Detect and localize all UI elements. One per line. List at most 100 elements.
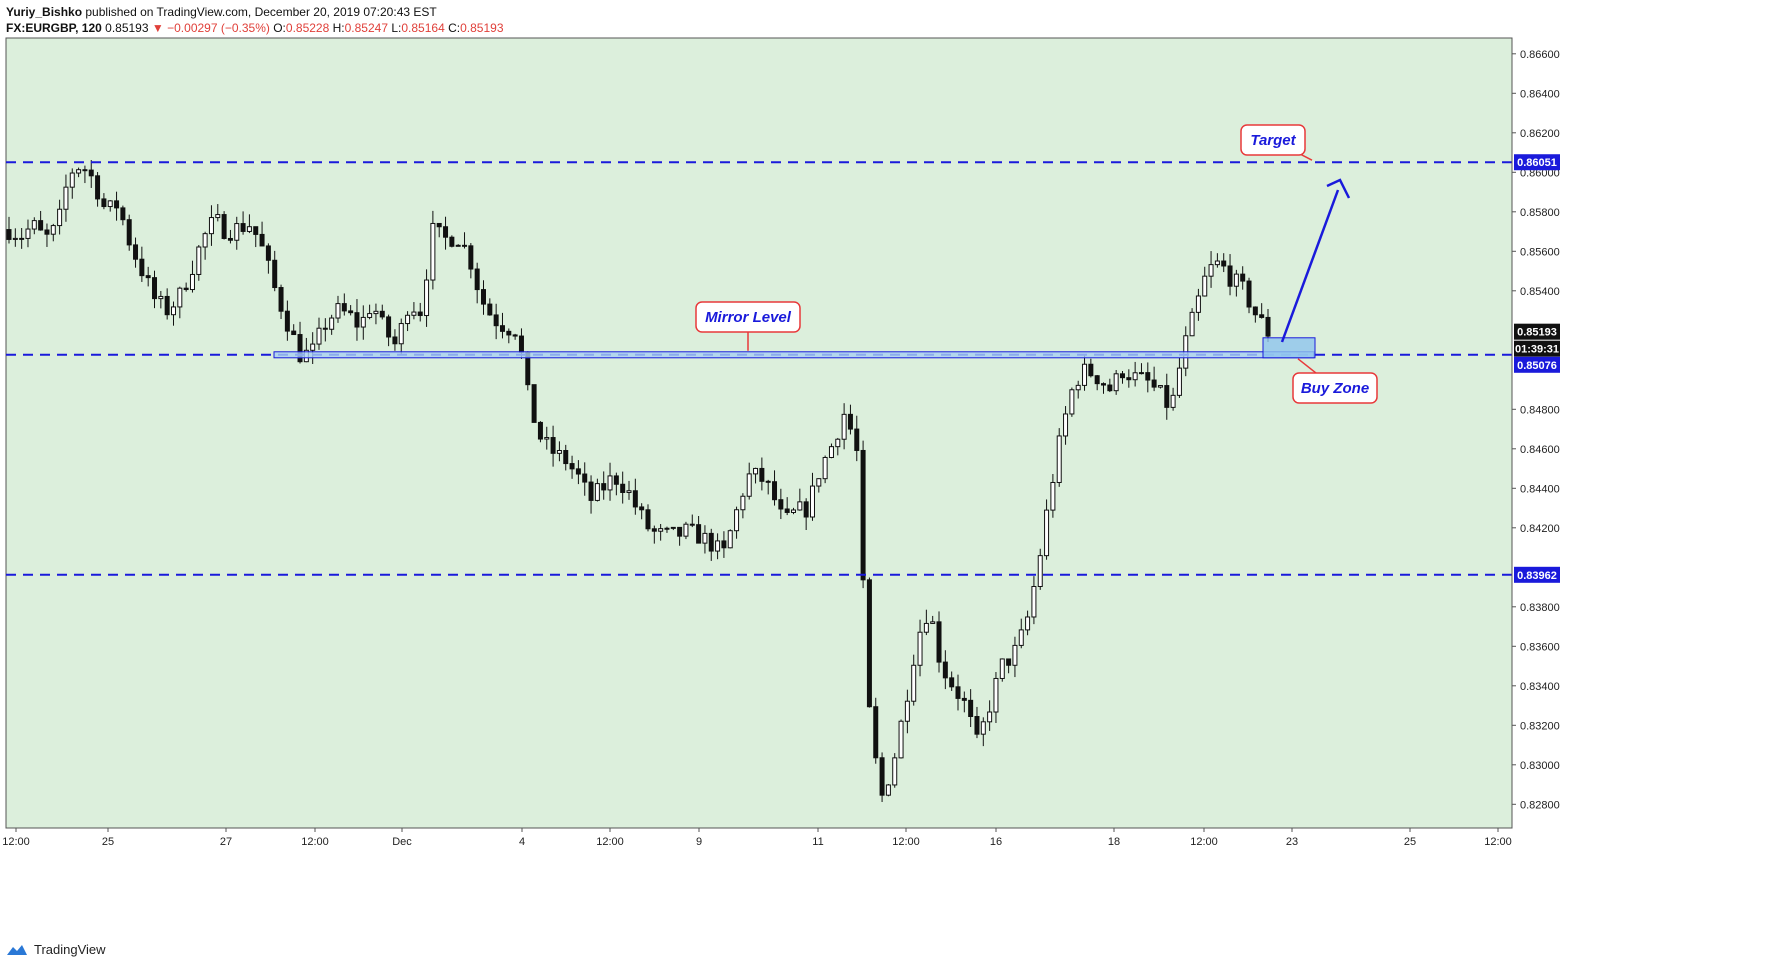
candle-body: [670, 526, 676, 529]
candle-body: [1252, 306, 1258, 316]
price-tick-label: 0.84600: [1520, 444, 1560, 456]
candle-body: [1107, 384, 1113, 392]
candle-body: [221, 214, 227, 239]
candle-body: [873, 706, 879, 759]
candle-body: [145, 275, 151, 279]
mirror-level-callout[interactable]: Mirror Level: [695, 301, 801, 351]
candle-body: [259, 233, 265, 247]
candle-body: [721, 540, 727, 549]
candle-body: [999, 658, 1005, 679]
candle-body: [822, 456, 828, 480]
author-name[interactable]: Yuriy_Bishko: [6, 5, 83, 19]
candle-body: [57, 208, 63, 227]
candle-body: [917, 631, 923, 666]
candle-body: [518, 335, 524, 353]
candle-body: [430, 222, 436, 281]
price-tick-label: 0.84400: [1520, 483, 1560, 495]
candle-body: [354, 312, 360, 328]
candle-body: [449, 236, 455, 247]
candle-body: [1101, 383, 1107, 386]
candle-body: [392, 336, 398, 345]
candle-body: [974, 716, 980, 735]
time-axis[interactable]: 12:00 25 27 12:00 Dec 4 12:00 9 11 12:00 16 18 12:00…: [2, 827, 1512, 848]
candle-body: [398, 323, 404, 345]
plot-area[interactable]: [5, 37, 1513, 829]
candle-body: [537, 421, 543, 440]
candle-body: [360, 316, 366, 328]
candle-body: [107, 200, 113, 208]
candle-body: [772, 481, 778, 501]
price-tick-label: 0.86000: [1520, 167, 1560, 179]
candle-body: [291, 330, 297, 336]
candle-body: [455, 244, 461, 247]
open-value: 0.85228: [285, 21, 330, 35]
candle-body: [215, 214, 221, 219]
candle-body: [31, 220, 37, 230]
price-label[interactable]: 01:39:31: [1514, 340, 1560, 357]
symbol-label[interactable]: FX:EURGBP, 120: [6, 21, 102, 35]
price-label[interactable]: 0.85193: [1514, 323, 1560, 340]
candle-body: [1088, 363, 1094, 377]
candle-body: [1094, 375, 1100, 385]
buy-zone-callout[interactable]: Buy Zone: [1292, 358, 1378, 404]
price-label[interactable]: 0.86051: [1514, 154, 1560, 171]
candle-body: [1164, 385, 1170, 408]
candle-body: [1246, 280, 1252, 308]
candle-body: [1063, 413, 1069, 437]
last-price: 0.85193: [105, 21, 149, 35]
brand-name[interactable]: TradingView: [34, 942, 106, 957]
low-value: 0.85164: [401, 21, 445, 35]
candle-body: [506, 330, 512, 336]
candle-body: [114, 200, 120, 209]
callout-box: [1240, 124, 1306, 156]
candle-body: [904, 700, 910, 722]
mirror-level-zone[interactable]: [273, 351, 1315, 359]
candle-body: [152, 277, 158, 300]
price-tick-label: 0.83600: [1520, 641, 1560, 653]
candle-body: [961, 697, 967, 701]
candle-body: [95, 175, 101, 200]
price-tick-label: 0.83400: [1520, 681, 1560, 693]
price-label-text: 0.85076: [1517, 360, 1557, 372]
candle-body: [512, 334, 518, 337]
candle-body: [443, 226, 449, 238]
time-tick-label: 23: [1286, 836, 1298, 848]
price-tick-label: 0.83000: [1520, 760, 1560, 772]
time-tick-label: 12:00: [892, 836, 920, 848]
time-tick-label: Dec: [392, 836, 412, 848]
buy-zone-box[interactable]: [1262, 337, 1316, 359]
candle-body: [329, 317, 335, 330]
candle-body: [620, 483, 626, 493]
candle-body: [594, 483, 600, 501]
candle-body: [1113, 373, 1119, 392]
candle-body: [487, 303, 493, 316]
candle-body: [69, 172, 75, 188]
candle-body: [246, 226, 252, 232]
price-axis[interactable]: 0.86600 0.86400 0.86200 0.86000 0.85800 0.856…: [1511, 38, 1560, 828]
publish-info: published on TradingView.com, December 2…: [85, 5, 437, 19]
callout-box: [695, 301, 801, 333]
callout-text: Target: [1250, 132, 1296, 149]
candle-body: [88, 169, 94, 177]
price-label[interactable]: 0.83962: [1514, 566, 1560, 583]
candle-body: [885, 784, 891, 796]
candle-body: [1157, 385, 1163, 388]
candle-body: [879, 757, 885, 796]
candle-body: [1208, 264, 1214, 277]
candle-body: [386, 316, 392, 338]
price-tick-label: 0.84200: [1520, 523, 1560, 535]
price-label[interactable]: 0.85076: [1514, 356, 1560, 373]
candle-body: [987, 711, 993, 723]
price-label-text: 0.83962: [1517, 570, 1557, 582]
price-tick-label: 0.85800: [1520, 207, 1560, 219]
price-label-box: [1514, 356, 1560, 373]
price-label-text: 0.86051: [1517, 157, 1557, 169]
candle-body: [601, 483, 607, 491]
price-chart[interactable]: Target Mirror Level Buy Zone 0.86600 0.8640…: [0, 0, 1766, 940]
callout-box: [1292, 372, 1378, 404]
candle-body: [493, 314, 499, 327]
tradingview-logo-icon[interactable]: [6, 943, 28, 957]
candle-body: [1240, 273, 1246, 282]
price-tick-label: 0.86200: [1520, 128, 1560, 140]
target-callout[interactable]: Target: [1240, 124, 1313, 161]
